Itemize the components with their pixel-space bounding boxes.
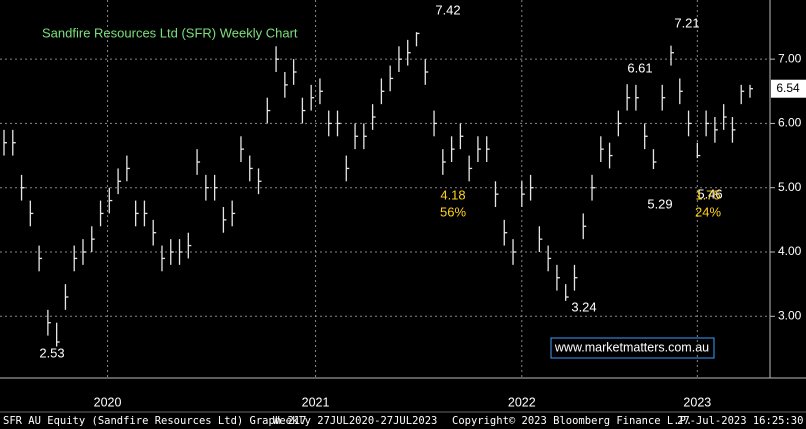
annotation: 24% [695, 204, 721, 219]
annotation: 6.61 [627, 60, 652, 75]
y-tick-label: 3.00 [778, 308, 802, 322]
y-tick-label: 4.00 [778, 244, 802, 258]
annotation: 7.42 [435, 2, 460, 17]
y-tick-label: 6.00 [778, 116, 802, 130]
last-price-label: 6.54 [776, 81, 800, 95]
annotation: 1.75 [695, 187, 720, 202]
x-tick-label: 2020 [94, 395, 122, 409]
x-tick-label: 2023 [683, 395, 711, 409]
x-tick-label: 2022 [508, 395, 536, 409]
footer-text: Weekly 27JUL2020-27JUL2023 [273, 415, 437, 427]
chart-title: Sandfire Resources Ltd (SFR) Weekly Char… [42, 25, 298, 40]
footer-text: SFR AU Equity (Sandfire Resources Ltd) G… [3, 415, 306, 427]
x-tick-label: 2021 [302, 395, 330, 409]
annotation: 5.46 [697, 186, 722, 201]
y-tick-label: 7.00 [778, 51, 802, 65]
footer-text: Copyright© 2023 Bloomberg Finance L.P. [452, 415, 692, 427]
last-price-box [771, 79, 806, 98]
annotation: 3.24 [571, 299, 596, 314]
watermark: www.marketmatters.com.au [554, 340, 709, 354]
annotation: 7.21 [674, 15, 699, 30]
annotation: 4.18 [440, 187, 465, 202]
y-tick-label: 5.00 [778, 180, 802, 194]
annotation: 5.29 [647, 196, 672, 211]
annotation: 2.53 [39, 345, 64, 360]
footer-text: 27-Jul-2023 16:25:30 [677, 415, 803, 427]
watermark-box [550, 337, 715, 359]
annotation: 56% [440, 204, 466, 219]
